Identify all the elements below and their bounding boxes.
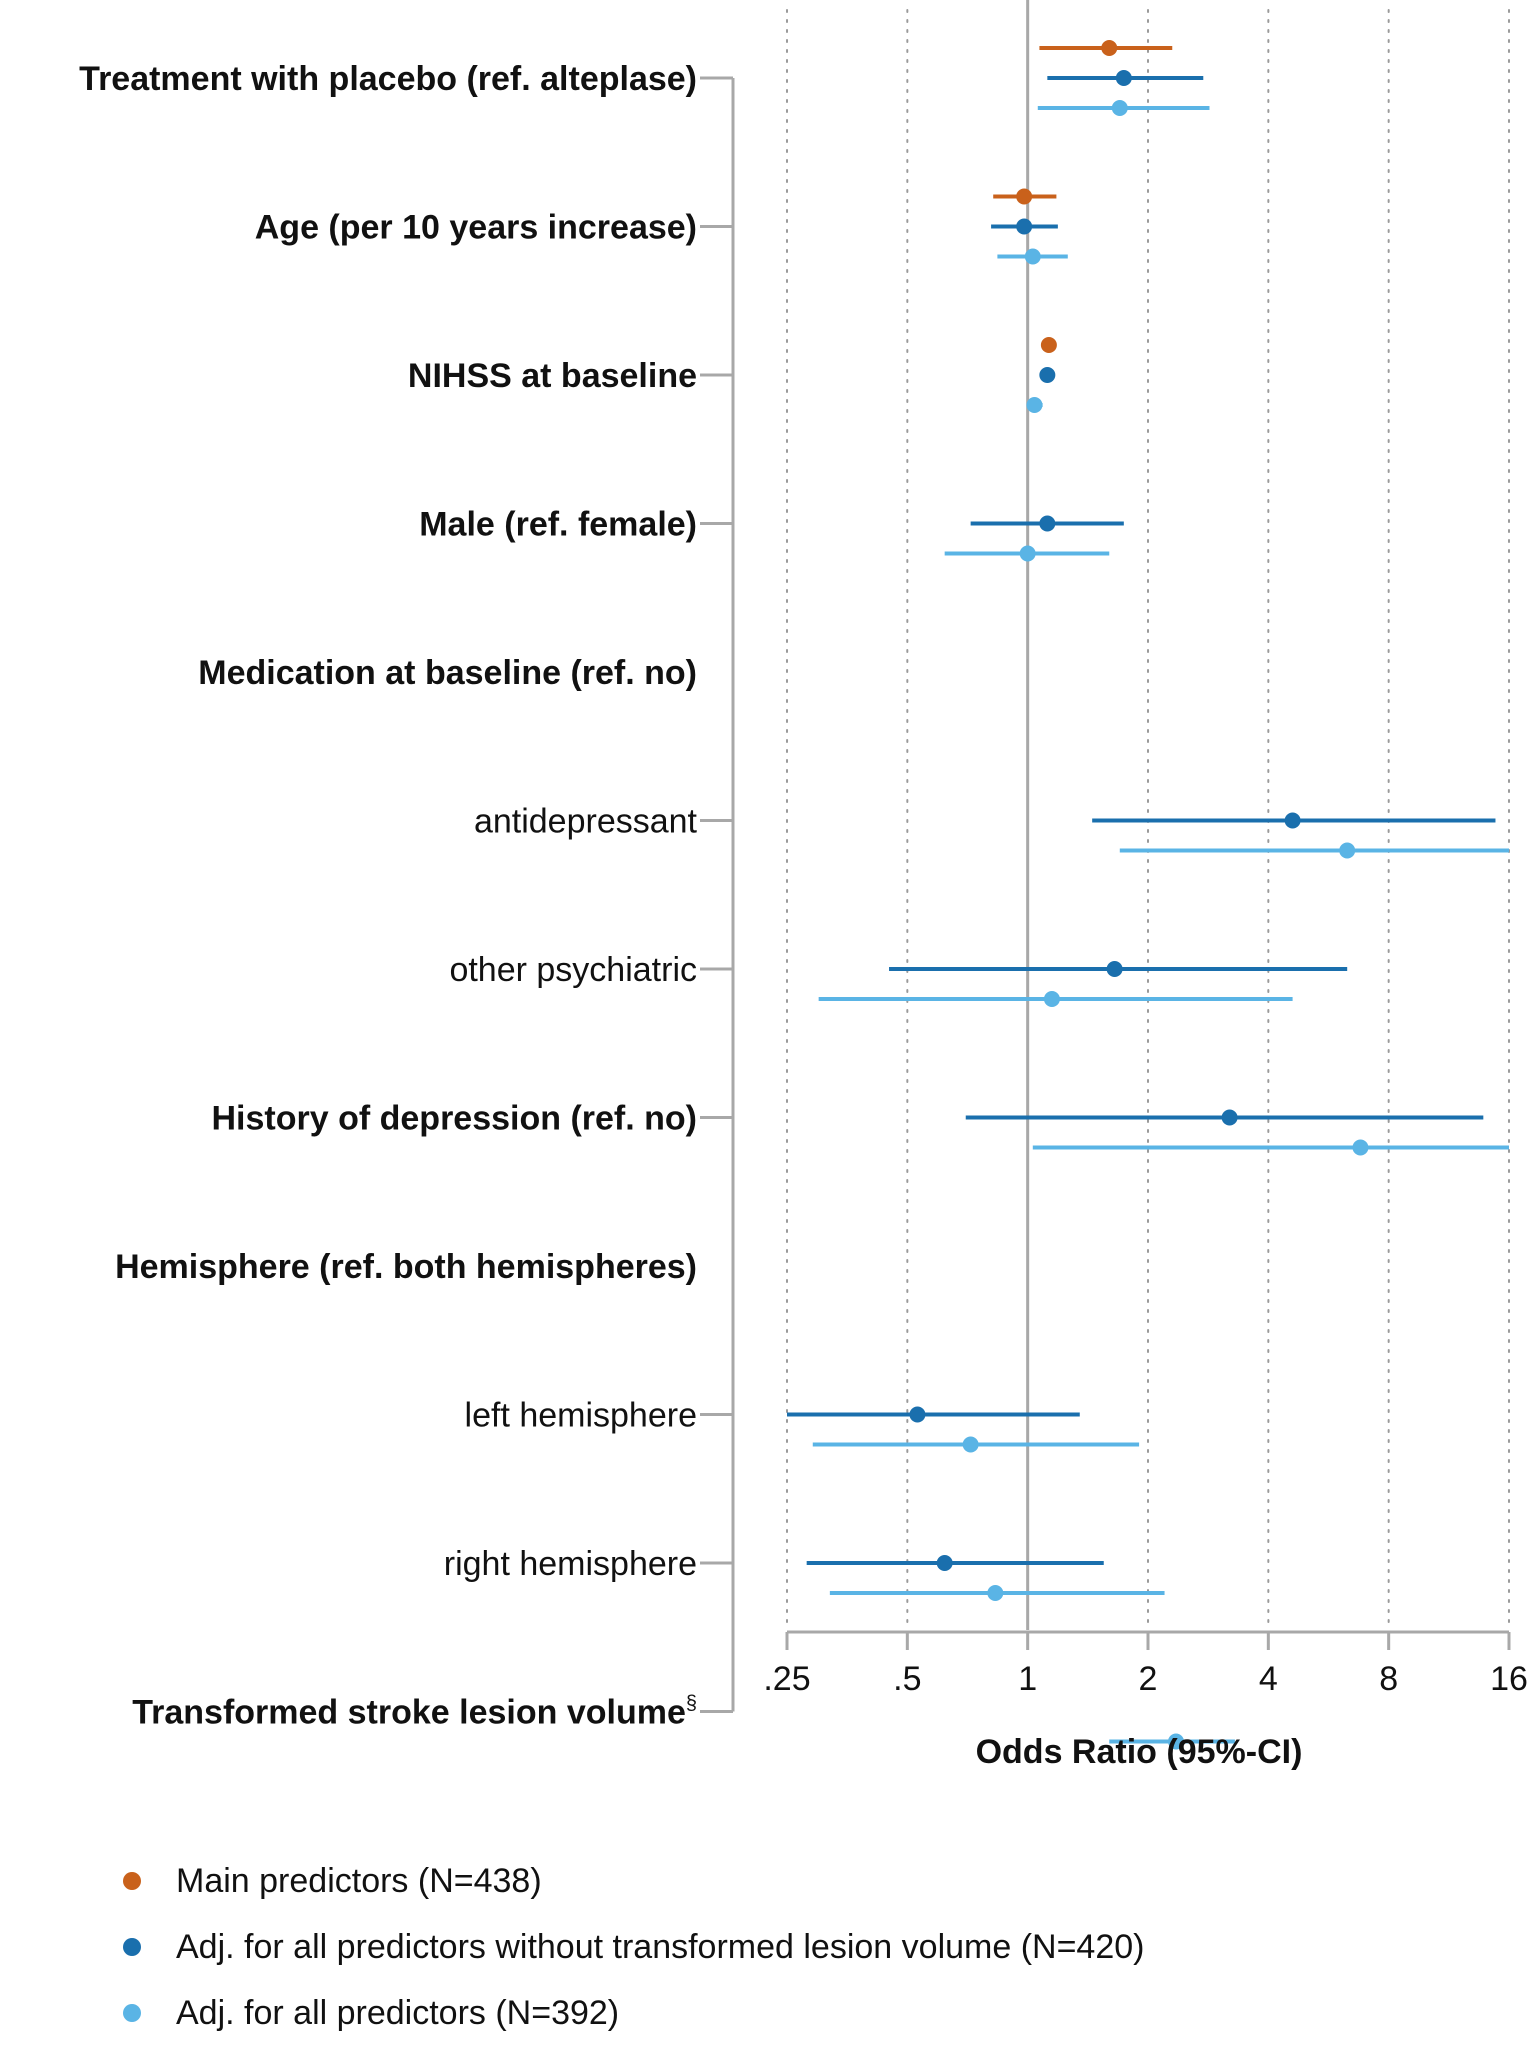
row-label-11: Transformed stroke lesion volume§ <box>132 1693 697 1732</box>
row-label-1: Age (per 10 years increase) <box>255 209 697 247</box>
point-row10-s2 <box>987 1585 1004 1601</box>
point-row10-s1 <box>936 1555 953 1571</box>
legend-dot-adj-without-volume <box>123 1938 141 1956</box>
point-row1-s0 <box>1016 188 1033 205</box>
legend-label-adj-all: Adj. for all predictors (N=392) <box>176 1993 620 2032</box>
row-label-2: NIHSS at baseline <box>408 357 697 395</box>
point-row6-s2 <box>1043 991 1060 1007</box>
row-label-3: Male (ref. female) <box>419 506 697 544</box>
row-label-0: Treatment with placebo (ref. alteplase) <box>79 60 697 98</box>
point-row11-s2 <box>1167 1733 1184 1750</box>
point-row2-s1 <box>1039 367 1056 383</box>
row-labels: Treatment with placebo (ref. alteplase) A… <box>79 60 697 1732</box>
row-label-6: other psychiatric <box>449 951 697 989</box>
row-label-10: right hemisphere <box>444 1545 697 1583</box>
row-bracket <box>700 76 735 1713</box>
point-row3-s1 <box>1039 515 1056 532</box>
point-row5-s1 <box>1284 812 1301 829</box>
point-row0-s0 <box>1101 40 1118 56</box>
point-row9-s1 <box>909 1406 926 1423</box>
point-row0-s1 <box>1115 70 1132 86</box>
point-row2-s0 <box>1040 337 1057 353</box>
x-tick-label-6: 16 <box>1490 1660 1528 1698</box>
point-row7-s2 <box>1352 1139 1369 1156</box>
row-label-9: left hemisphere <box>465 1397 697 1435</box>
row-label-4: Medication at baseline (ref. no) <box>198 654 697 692</box>
legend-dot-adj-all <box>123 2004 141 2022</box>
row-label-8: Hemisphere (ref. both hemispheres) <box>115 1248 697 1286</box>
point-row0-s2 <box>1111 100 1128 116</box>
x-tick-label-0: .25 <box>763 1660 810 1698</box>
row-label-7: History of depression (ref. no) <box>212 1100 698 1138</box>
estimates <box>787 40 1509 1750</box>
legend-label-adj-without-volume: Adj. for all predictors without transfor… <box>176 1927 1145 1966</box>
x-axis-title: Odds Ratio (95%-CI) <box>976 1733 1303 1771</box>
legend-dot-main <box>123 1872 141 1890</box>
row-label-5: antidepressant <box>474 803 698 841</box>
x-tick-label-2: 1 <box>1018 1660 1037 1698</box>
point-row7-s1 <box>1221 1109 1238 1126</box>
point-row2-s2 <box>1026 397 1043 413</box>
x-tick-label-1: .5 <box>893 1660 921 1698</box>
point-row6-s1 <box>1106 961 1123 977</box>
point-row9-s2 <box>962 1436 979 1453</box>
x-axis: .25 .5 1 2 4 8 16 <box>763 1630 1528 1698</box>
point-row3-s2 <box>1019 545 1036 562</box>
legend-label-main: Main predictors (N=438) <box>176 1861 542 1900</box>
point-row5-s2 <box>1339 842 1356 859</box>
point-row1-s1 <box>1016 218 1033 235</box>
point-row1-s2 <box>1024 248 1041 265</box>
x-tick-label-4: 4 <box>1259 1660 1278 1698</box>
x-tick-label-5: 8 <box>1379 1660 1398 1698</box>
x-tick-label-3: 2 <box>1139 1660 1158 1698</box>
